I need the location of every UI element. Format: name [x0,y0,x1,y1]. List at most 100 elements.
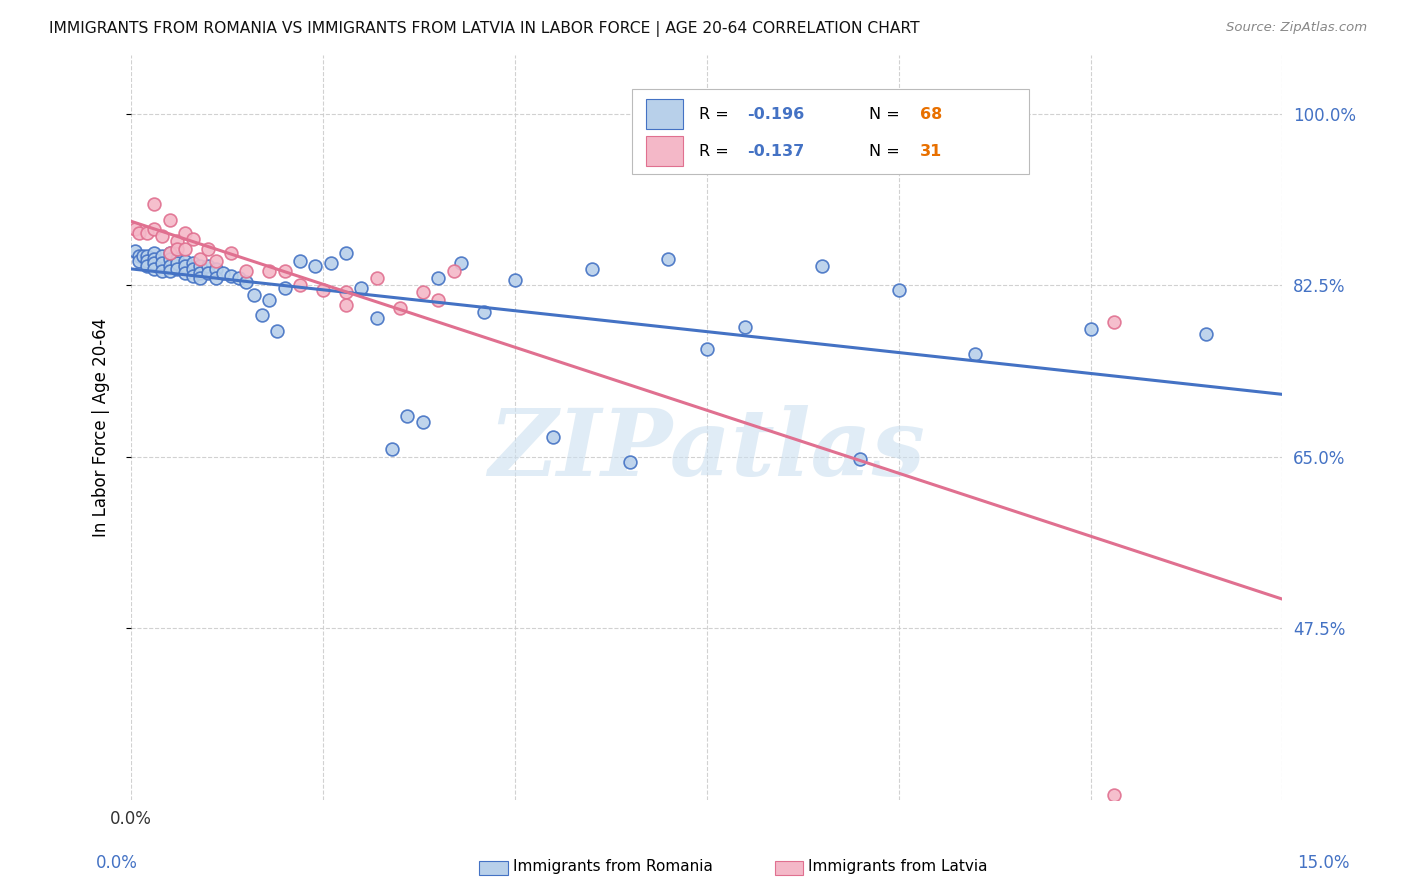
Point [128,227,150,241]
Text: -0.196: -0.196 [747,107,804,122]
Point [1102,314,1125,328]
Point [581,261,603,276]
Point [197,242,219,256]
Point [174,242,197,256]
Point [188,259,211,273]
Point [174,227,197,241]
Text: -0.137: -0.137 [747,144,804,159]
Point [143,222,166,236]
Text: R =: R = [699,144,734,159]
Point [259,293,281,307]
Point [312,283,335,297]
Point [188,252,211,266]
Point [188,271,211,285]
Point [450,256,472,270]
Point [734,320,756,334]
Point [219,246,242,260]
Point [288,253,311,268]
Point [1102,788,1125,802]
Point [150,256,173,270]
Point [412,285,434,300]
Point [811,259,834,273]
Point [319,256,342,270]
Point [657,252,679,266]
Point [212,266,235,280]
Point [143,261,166,276]
Point [174,259,197,273]
Text: 68: 68 [920,107,942,122]
Point [887,283,910,297]
Point [135,259,157,273]
Point [143,256,166,270]
Point [250,308,273,322]
Point [427,271,450,285]
Point [174,266,197,280]
Point [1195,327,1218,342]
Point [204,261,226,276]
Text: R =: R = [699,107,734,122]
Point [381,442,404,456]
Text: Source: ZipAtlas.com: Source: ZipAtlas.com [1226,21,1367,34]
Point [235,276,257,290]
Point [166,252,188,266]
Point [181,261,204,276]
Text: 15.0%: 15.0% [1298,855,1350,872]
Point [965,347,987,361]
Point [204,271,226,285]
Point [235,263,257,277]
Point [135,249,157,263]
Point [219,268,242,283]
Point [188,266,211,280]
Text: IMMIGRANTS FROM ROMANIA VS IMMIGRANTS FROM LATVIA IN LABOR FORCE | AGE 20-64 COR: IMMIGRANTS FROM ROMANIA VS IMMIGRANTS FR… [49,21,920,37]
Point [135,253,157,268]
Point [124,244,146,258]
Point [197,259,219,273]
Point [443,263,465,277]
Point [143,246,166,260]
Point [472,305,495,319]
Text: Immigrants from Romania: Immigrants from Romania [513,859,713,873]
Point [159,259,181,273]
Point [150,263,173,277]
Point [159,252,181,266]
Point [128,249,150,263]
Point [696,342,718,356]
Point [273,263,295,277]
Point [503,273,526,287]
Point [124,222,146,236]
Text: 0.0%: 0.0% [96,855,138,872]
Text: N =: N = [869,107,905,122]
Point [131,249,153,263]
Point [143,252,166,266]
FancyBboxPatch shape [645,136,683,166]
Point [259,263,281,277]
Point [619,455,641,469]
Point [427,293,450,307]
Point [128,253,150,268]
Point [166,261,188,276]
Point [366,310,388,325]
Point [150,249,173,263]
Point [412,416,434,430]
Text: N =: N = [869,144,905,159]
Point [1080,322,1102,336]
Text: Immigrants from Latvia: Immigrants from Latvia [808,859,988,873]
FancyBboxPatch shape [631,88,1029,174]
Point [849,451,872,466]
Point [366,271,388,285]
Point [181,268,204,283]
Point [288,278,311,293]
Y-axis label: In Labor Force | Age 20-64: In Labor Force | Age 20-64 [93,318,110,537]
Point [335,246,357,260]
Point [143,197,166,211]
Point [166,234,188,248]
Point [243,288,266,302]
Point [204,253,226,268]
Point [159,212,181,227]
Point [335,285,357,300]
Point [388,301,411,315]
Text: ZIPatlas: ZIPatlas [488,405,925,495]
Point [159,246,181,260]
Point [396,409,419,423]
Point [228,271,250,285]
